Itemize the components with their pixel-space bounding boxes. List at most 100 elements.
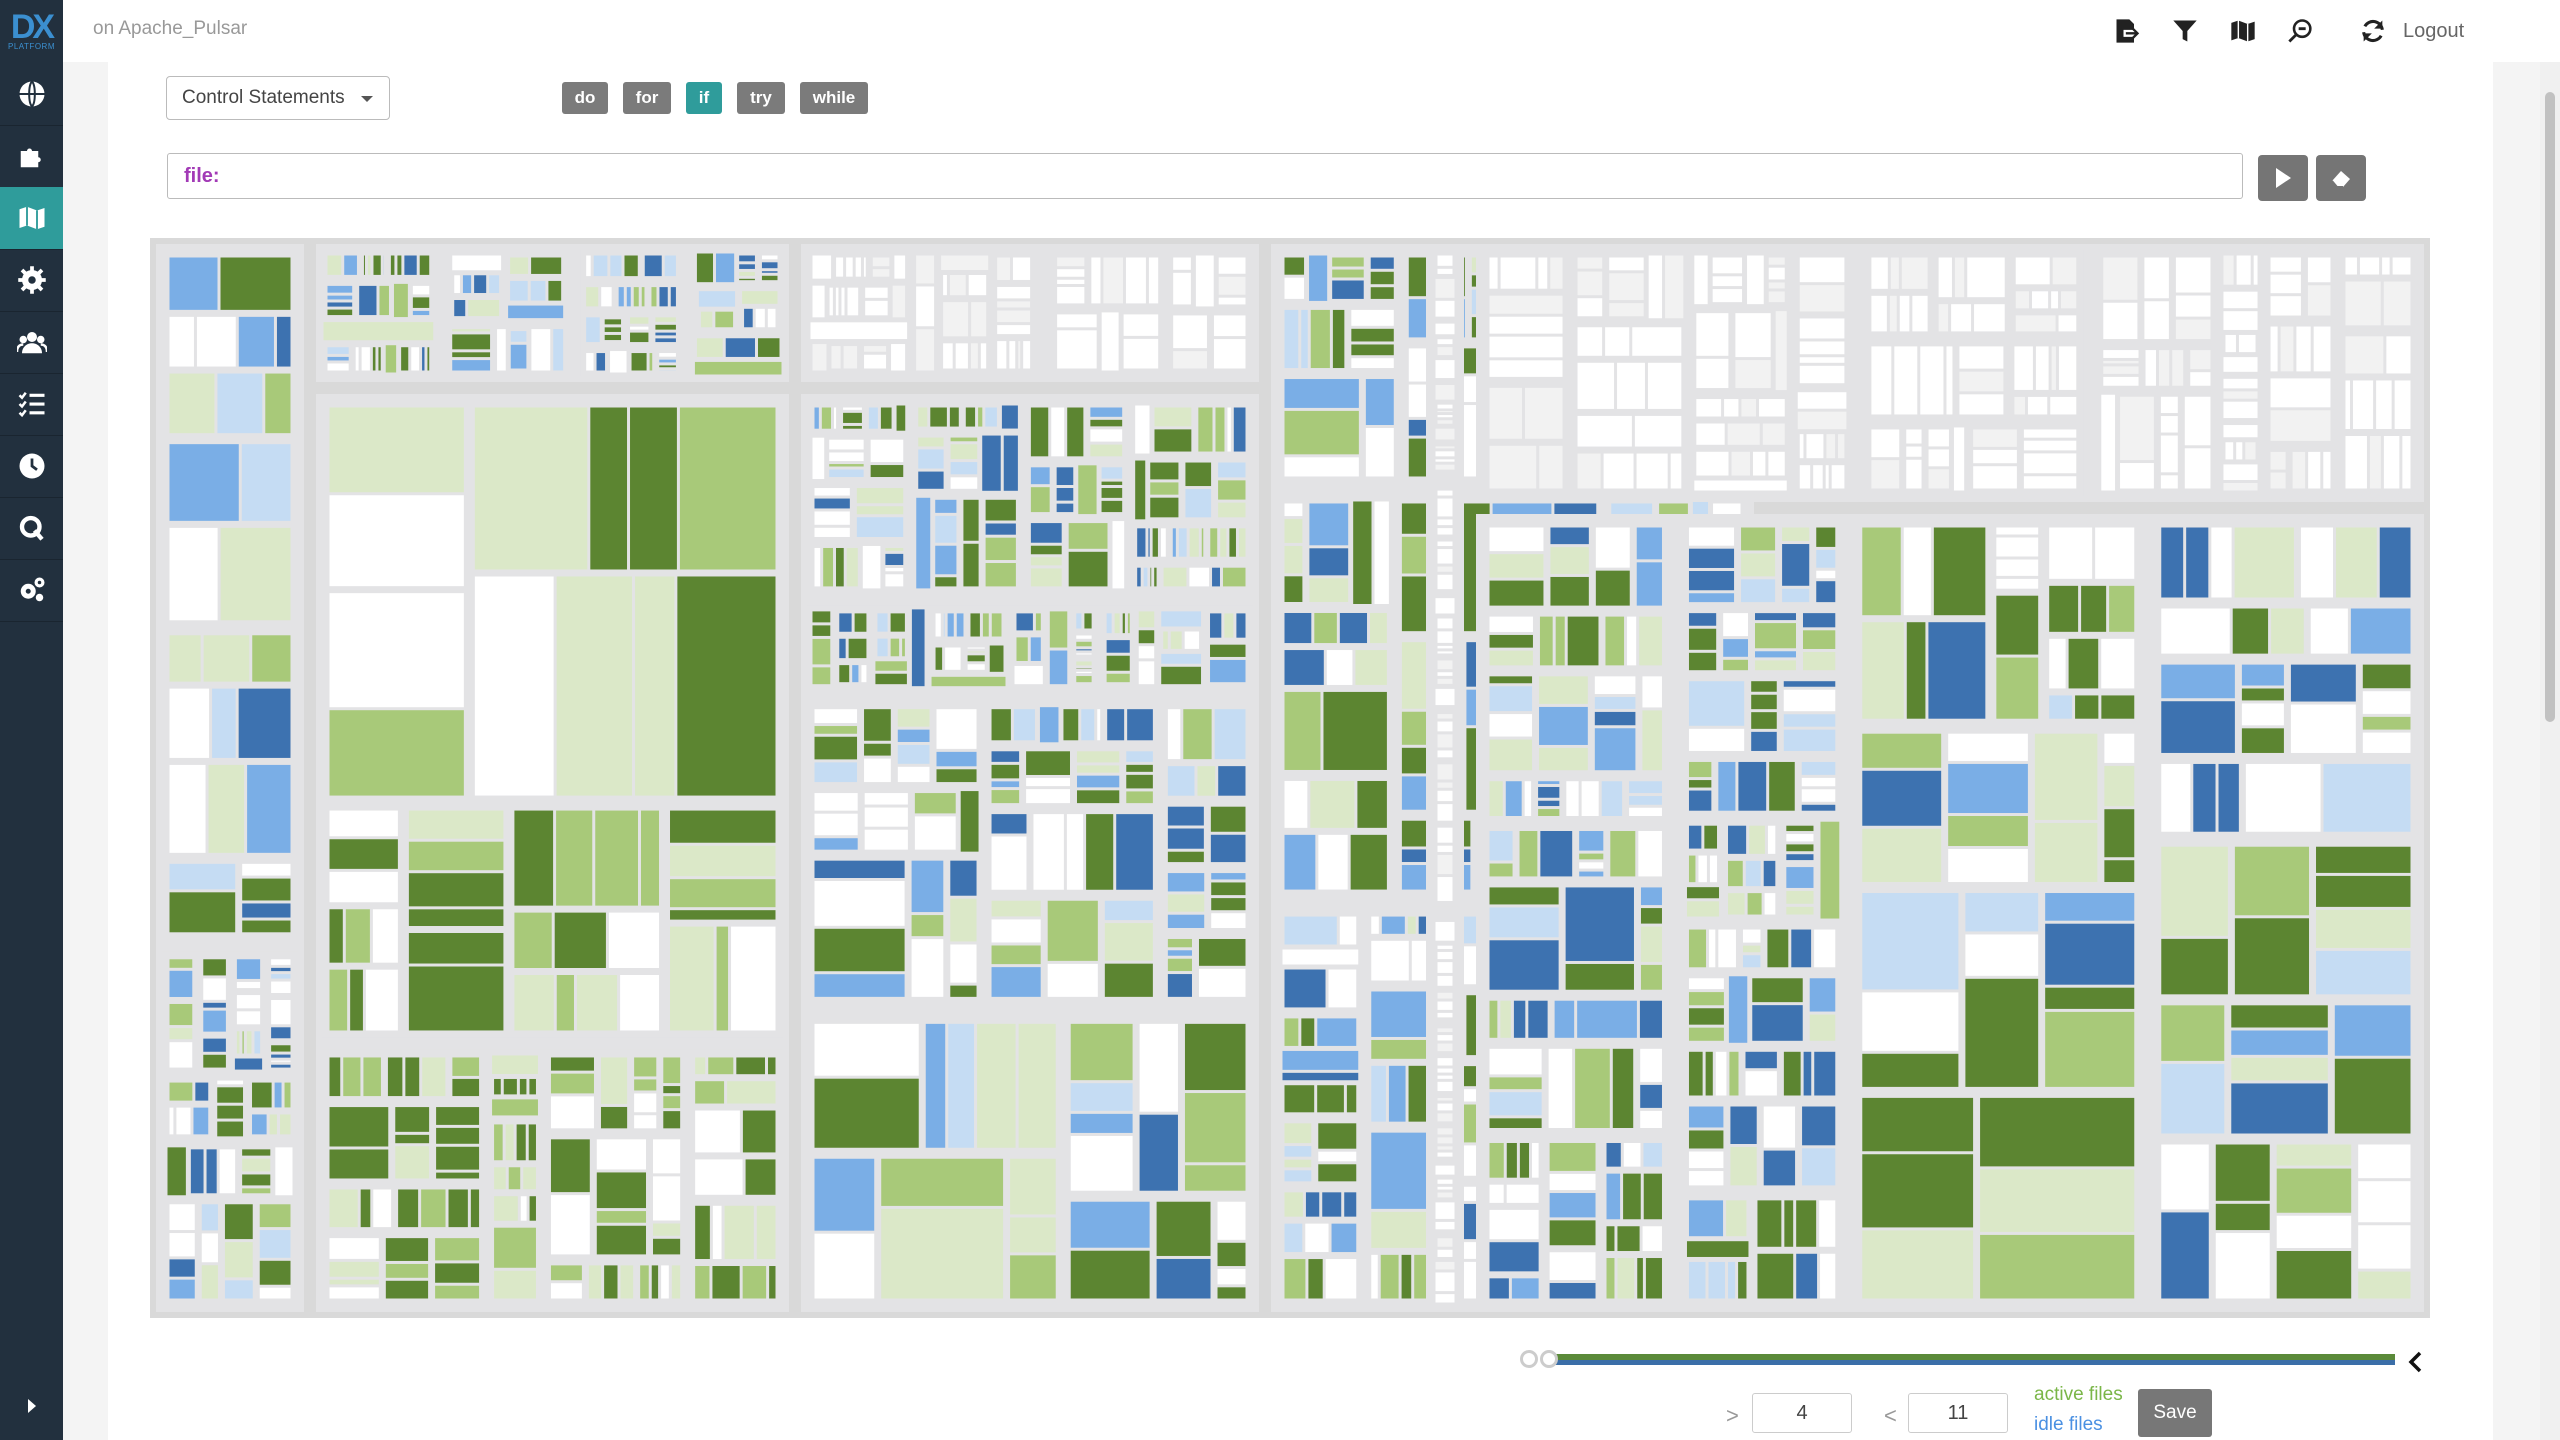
export-icon[interactable] [2113, 17, 2141, 45]
treemap-file[interactable] [2103, 376, 2139, 386]
treemap-file[interactable] [1688, 593, 1735, 603]
treemap-file[interactable] [1747, 893, 1762, 915]
treemap-file[interactable] [1101, 481, 1123, 486]
treemap-file[interactable] [814, 762, 858, 783]
treemap-file[interactable] [659, 287, 668, 307]
treemap-file[interactable] [626, 287, 631, 307]
treemap-file[interactable] [2334, 1058, 2411, 1134]
treemap-file[interactable] [1437, 1152, 1453, 1157]
treemap-file[interactable] [329, 593, 464, 708]
treemap-file[interactable] [1150, 567, 1152, 587]
treemap-file[interactable] [1365, 428, 1394, 477]
treemap-file[interactable] [390, 255, 395, 275]
file-filter-input[interactable]: file: [167, 153, 2243, 199]
treemap-file[interactable] [224, 1280, 253, 1299]
treemap-file[interactable] [497, 329, 506, 371]
treemap-file[interactable] [854, 613, 867, 632]
treemap-file[interactable] [1284, 691, 1321, 770]
treemap-file[interactable] [1090, 407, 1123, 417]
treemap-file[interactable] [2323, 451, 2331, 489]
treemap-file[interactable] [1437, 490, 1453, 496]
treemap-file[interactable] [1185, 489, 1212, 518]
treemap-file[interactable] [761, 271, 778, 273]
treemap-file[interactable] [1437, 790, 1453, 802]
treemap-file[interactable] [1862, 770, 1942, 826]
treemap-file[interactable] [1070, 1250, 1150, 1299]
treemap-file[interactable] [1217, 1242, 1246, 1267]
treemap-file[interactable] [1101, 488, 1123, 498]
treemap-file[interactable] [1435, 1294, 1455, 1303]
treemap-file[interactable] [2369, 436, 2381, 489]
treemap-file[interactable] [1218, 276, 1246, 295]
treemap-file[interactable] [1489, 580, 1544, 606]
treemap-file[interactable] [814, 974, 905, 997]
treemap-file[interactable] [510, 280, 528, 301]
treemap-file[interactable] [1996, 657, 2039, 719]
treemap-file[interactable] [1437, 549, 1453, 564]
treemap-file[interactable] [739, 255, 755, 262]
treemap-file[interactable] [985, 523, 1016, 535]
treemap-file[interactable] [1371, 1254, 1378, 1299]
treemap-file[interactable] [367, 255, 371, 275]
treemap-file[interactable] [1801, 777, 1836, 787]
treemap-file[interactable] [963, 499, 979, 541]
treemap-file[interactable] [2045, 923, 2135, 985]
treemap-file[interactable] [329, 1279, 379, 1285]
treemap-file[interactable] [1767, 825, 1776, 854]
treemap-file[interactable] [1437, 498, 1453, 517]
treemap-file[interactable] [980, 343, 987, 369]
treemap-file[interactable] [554, 912, 606, 968]
treemap-file[interactable] [1688, 1171, 1724, 1186]
treemap-file[interactable] [329, 909, 343, 963]
treemap-file[interactable] [2336, 527, 2377, 598]
treemap-file[interactable] [930, 407, 947, 427]
treemap-file[interactable] [203, 978, 226, 1000]
treemap-file[interactable] [2241, 688, 2284, 701]
treemap-file[interactable] [1642, 1226, 1662, 1252]
treemap-file[interactable] [604, 1265, 618, 1299]
treemap-file[interactable] [1783, 689, 1836, 712]
treemap-file[interactable] [989, 645, 1004, 672]
treemap-file[interactable] [1160, 528, 1166, 557]
treemap-file[interactable] [1351, 309, 1394, 326]
treemap-file[interactable] [1284, 379, 1359, 408]
treemap-file[interactable] [1381, 916, 1405, 934]
treemap-file[interactable] [1862, 992, 1959, 1051]
treemap-file[interactable] [1640, 964, 1662, 990]
treemap-file[interactable] [1009, 341, 1016, 369]
treemap-file[interactable] [671, 1265, 681, 1299]
treemap-file[interactable] [635, 576, 675, 796]
treemap-file[interactable] [422, 1057, 446, 1097]
treemap-file[interactable] [271, 1054, 291, 1058]
treemap-file[interactable] [1862, 1097, 1974, 1152]
treemap-file[interactable] [608, 912, 660, 968]
treemap-file[interactable] [1549, 1173, 1596, 1191]
treemap-file[interactable] [422, 347, 425, 371]
treemap-file[interactable] [712, 1266, 740, 1299]
treemap-file[interactable] [1030, 545, 1062, 555]
treemap-file[interactable] [1026, 751, 1070, 775]
treemap-file[interactable] [503, 1078, 517, 1095]
treemap-file[interactable] [1566, 781, 1579, 817]
treemap-file[interactable] [212, 688, 236, 758]
treemap-file[interactable] [271, 981, 291, 994]
treemap-file[interactable] [201, 1233, 218, 1263]
treemap-file[interactable] [633, 287, 639, 307]
treemap-file[interactable] [897, 729, 930, 742]
treemap-file[interactable] [1783, 1051, 1801, 1096]
treemap-file[interactable] [829, 452, 864, 462]
treemap-file[interactable] [408, 966, 504, 1031]
treemap-file[interactable] [1106, 655, 1130, 671]
treemap-file[interactable] [1057, 330, 1097, 369]
treemap-file[interactable] [1370, 271, 1394, 285]
treemap-file[interactable] [550, 1073, 594, 1094]
treemap-file[interactable] [1513, 1000, 1526, 1038]
treemap-file[interactable] [2051, 346, 2056, 390]
treemap-file[interactable] [1718, 929, 1736, 968]
treemap-file[interactable] [556, 810, 593, 906]
treemap-file[interactable] [220, 257, 291, 310]
treemap-file[interactable] [659, 365, 676, 368]
treemap-file[interactable] [1579, 853, 1604, 860]
treemap-file[interactable] [1801, 761, 1836, 775]
treemap-file[interactable] [492, 1099, 538, 1116]
